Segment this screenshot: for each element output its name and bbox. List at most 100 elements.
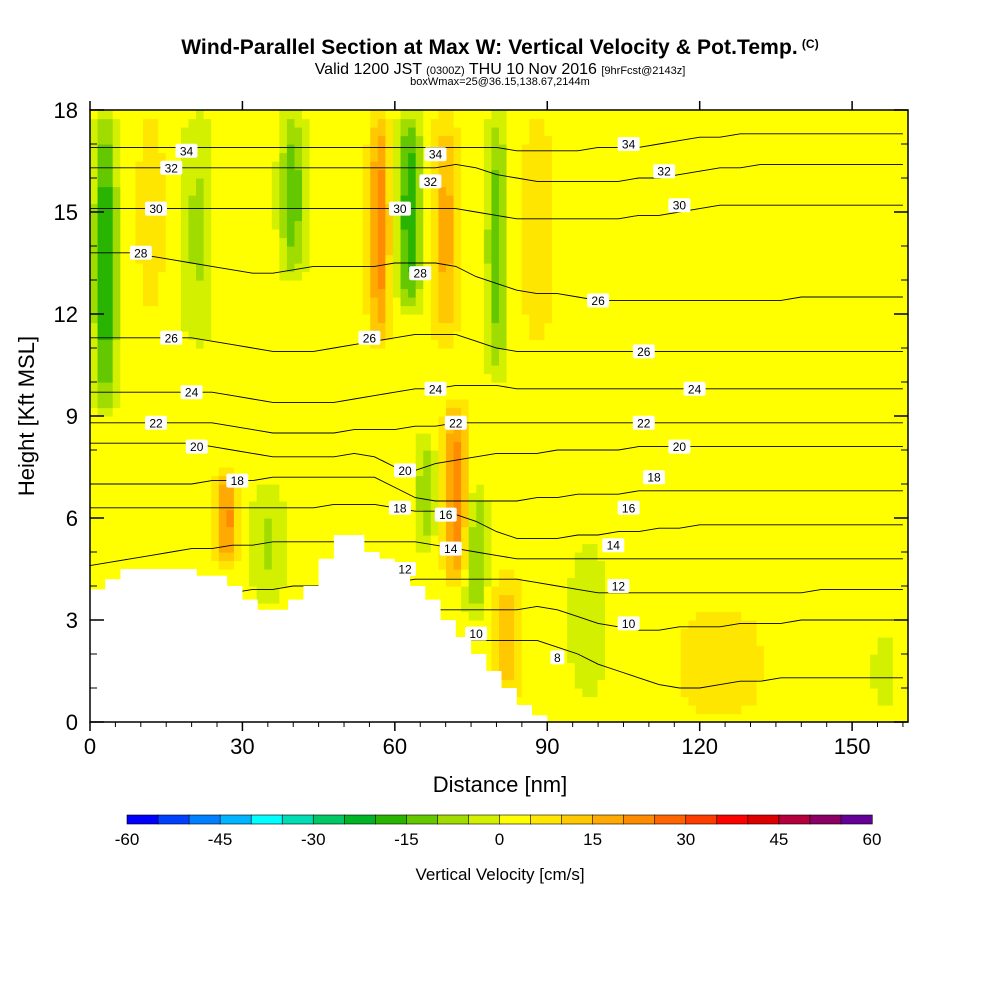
velocity-cell [635, 560, 644, 570]
velocity-cell [97, 331, 106, 341]
velocity-cell [468, 637, 477, 647]
velocity-cell [582, 509, 591, 519]
velocity-cell [726, 594, 735, 604]
velocity-cell [552, 467, 561, 477]
velocity-cell [900, 475, 908, 485]
velocity-cell [824, 552, 833, 562]
velocity-cell [158, 501, 167, 511]
velocity-cell [264, 518, 273, 528]
velocity-cell [468, 501, 477, 511]
velocity-cell [506, 628, 515, 638]
velocity-cell [544, 501, 553, 511]
velocity-cell [135, 492, 144, 502]
velocity-cell [536, 560, 546, 570]
velocity-cell [188, 535, 197, 545]
velocity-cell [832, 594, 841, 604]
velocity-cell [847, 382, 856, 392]
velocity-cell [559, 450, 568, 460]
velocity-cell [862, 696, 871, 706]
velocity-cell [711, 390, 720, 400]
velocity-cell [461, 552, 470, 562]
velocity-cell [779, 679, 788, 689]
velocity-cell [483, 331, 493, 341]
velocity-cell [582, 611, 591, 621]
velocity-cell [529, 645, 538, 655]
velocity-cell [839, 628, 848, 638]
velocity-cell [370, 407, 379, 417]
velocity-cell [870, 501, 879, 511]
velocity-cell [158, 484, 167, 494]
velocity-cell [809, 628, 818, 638]
velocity-cell [264, 586, 273, 596]
velocity-cell [438, 518, 447, 528]
velocity-cell [150, 484, 159, 494]
velocity-cell [574, 484, 583, 494]
velocity-cell [188, 552, 197, 562]
velocity-cell [135, 339, 144, 349]
velocity-cell [362, 407, 371, 417]
velocity-cell [756, 611, 765, 621]
velocity-cell [559, 594, 568, 604]
velocity-cell [650, 492, 659, 502]
velocity-cell [605, 705, 614, 715]
velocity-cell [499, 671, 508, 681]
velocity-cell [832, 373, 841, 383]
velocity-cell [582, 467, 591, 477]
velocity-cell [620, 560, 629, 570]
velocity-cell [468, 416, 477, 426]
velocity-cell [809, 348, 818, 358]
velocity-cell [597, 620, 606, 630]
velocity-cell [499, 560, 508, 570]
velocity-cell [733, 416, 742, 426]
velocity-cell [885, 713, 894, 722]
velocity-cell [211, 501, 220, 511]
velocity-cell [756, 467, 765, 477]
velocity-cell [574, 492, 583, 502]
velocity-cell [817, 662, 826, 672]
velocity-cell [90, 526, 99, 536]
velocity-cell [726, 628, 735, 638]
velocity-cell [688, 552, 697, 562]
velocity-cell [635, 628, 644, 638]
velocity-cell [415, 552, 424, 562]
velocity-cell [658, 509, 667, 519]
velocity-cell [733, 560, 742, 570]
velocity-cell [271, 458, 280, 468]
velocity-cell [529, 399, 538, 409]
velocity-cell [680, 654, 689, 664]
velocity-cell [294, 441, 303, 451]
velocity-cell [309, 560, 318, 570]
velocity-cell [506, 552, 515, 562]
velocity-cell [877, 484, 886, 494]
velocity-cell [756, 696, 765, 706]
velocity-cell [703, 509, 712, 519]
velocity-cell [188, 475, 197, 485]
velocity-cell [817, 484, 826, 494]
velocity-cell [279, 348, 288, 358]
velocity-cell [771, 620, 780, 630]
velocity-cell [514, 662, 523, 672]
velocity-cell [718, 365, 727, 375]
velocity-cell [392, 441, 402, 451]
velocity-cell [832, 679, 841, 689]
velocity-cell [544, 484, 553, 494]
velocity-cell [271, 433, 280, 443]
velocity-cell [271, 450, 280, 460]
velocity-cell [862, 594, 871, 604]
velocity-cell [256, 552, 265, 562]
velocity-cell [438, 560, 447, 570]
velocity-cell [294, 492, 303, 502]
velocity-cell [718, 399, 727, 409]
velocity-cell [718, 713, 727, 722]
velocity-cell [529, 705, 538, 715]
velocity-cell [658, 560, 667, 570]
velocity-cell [264, 535, 273, 545]
velocity-cell [127, 365, 137, 375]
velocity-cell [673, 526, 682, 536]
velocity-cell [97, 348, 106, 358]
velocity-cell [521, 611, 530, 621]
velocity-cell [786, 662, 795, 672]
velocity-cell [605, 526, 614, 536]
velocity-cell [370, 543, 379, 553]
velocity-cell [695, 399, 705, 409]
